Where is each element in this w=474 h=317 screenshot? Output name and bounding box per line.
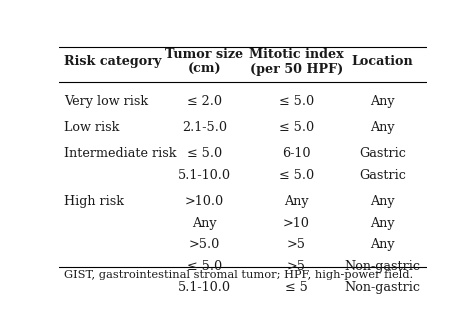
Text: ≤ 5.0: ≤ 5.0 — [279, 170, 314, 183]
Text: Mitotic index
(per 50 HPF): Mitotic index (per 50 HPF) — [249, 48, 344, 76]
Text: ≤ 5.0: ≤ 5.0 — [187, 147, 222, 160]
Text: 5.1-10.0: 5.1-10.0 — [178, 281, 231, 294]
Text: >5: >5 — [287, 238, 306, 251]
Text: Any: Any — [370, 238, 395, 251]
Text: 6-10: 6-10 — [282, 147, 310, 160]
Text: ≤ 5.0: ≤ 5.0 — [279, 121, 314, 134]
Text: >5: >5 — [287, 260, 306, 273]
Text: Location: Location — [352, 55, 413, 68]
Text: Non-gastric: Non-gastric — [345, 281, 420, 294]
Text: >10.0: >10.0 — [185, 195, 224, 208]
Text: Tumor size
(cm): Tumor size (cm) — [165, 48, 244, 76]
Text: Gastric: Gastric — [359, 170, 406, 183]
Text: Any: Any — [370, 217, 395, 230]
Text: Non-gastric: Non-gastric — [345, 260, 420, 273]
Text: Gastric: Gastric — [359, 147, 406, 160]
Text: 2.1-5.0: 2.1-5.0 — [182, 121, 227, 134]
Text: >5.0: >5.0 — [189, 238, 220, 251]
Text: ≤ 5.0: ≤ 5.0 — [279, 95, 314, 108]
Text: ≤ 5: ≤ 5 — [285, 281, 308, 294]
Text: ≤ 5.0: ≤ 5.0 — [187, 260, 222, 273]
Text: High risk: High risk — [64, 195, 124, 208]
Text: Any: Any — [370, 95, 395, 108]
Text: Any: Any — [192, 217, 217, 230]
Text: Low risk: Low risk — [64, 121, 119, 134]
Text: Risk category: Risk category — [64, 55, 161, 68]
Text: Any: Any — [370, 195, 395, 208]
Text: Very low risk: Very low risk — [64, 95, 148, 108]
Text: GIST, gastrointestinal stromal tumor; HPF, high-power field.: GIST, gastrointestinal stromal tumor; HP… — [64, 270, 413, 280]
Text: ≤ 2.0: ≤ 2.0 — [187, 95, 222, 108]
Text: Any: Any — [370, 121, 395, 134]
Text: 5.1-10.0: 5.1-10.0 — [178, 170, 231, 183]
Text: >10: >10 — [283, 217, 310, 230]
Text: Intermediate risk: Intermediate risk — [64, 147, 176, 160]
Text: Any: Any — [284, 195, 309, 208]
